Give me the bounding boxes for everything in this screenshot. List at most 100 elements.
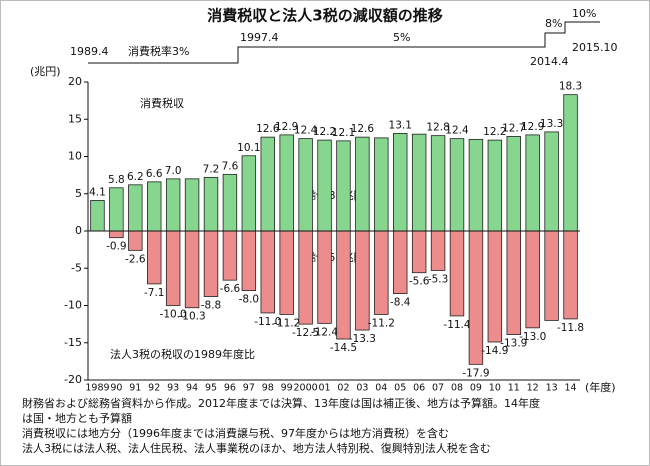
data-label: 12.2 — [313, 126, 336, 138]
timeline-label: 2015.10 — [572, 41, 618, 54]
bar — [298, 138, 313, 232]
data-label: 7.0 — [165, 165, 182, 177]
y-tick-label: -10 — [64, 299, 82, 312]
y-tick-label: -15 — [64, 336, 82, 349]
bar — [336, 140, 351, 232]
x-tick-label: 12 — [527, 383, 539, 394]
y-tick-label: 10 — [68, 150, 82, 163]
bar — [544, 230, 559, 321]
timeline-label: 1989.4 — [70, 45, 109, 58]
data-label: 12.4 — [294, 125, 318, 137]
x-tick-label: 10 — [489, 383, 501, 394]
bar — [317, 230, 332, 324]
bar — [563, 94, 578, 232]
y-tick-label: 15 — [68, 112, 82, 125]
data-label: -8.8 — [201, 300, 222, 312]
data-label: 12.7 — [502, 122, 525, 134]
bar — [128, 184, 143, 232]
bar — [355, 136, 370, 232]
data-label: -11.8 — [557, 322, 584, 334]
x-tick-label: 95 — [205, 383, 217, 394]
bar — [393, 230, 408, 294]
data-label: 12.9 — [521, 121, 544, 133]
bar — [165, 230, 181, 306]
bar — [374, 230, 389, 315]
bar — [109, 187, 124, 232]
bar — [241, 155, 257, 232]
data-label: -13.0 — [519, 331, 546, 343]
timeline-label: 5% — [393, 31, 410, 44]
data-label: -12.4 — [311, 326, 338, 338]
bar — [203, 230, 219, 297]
bar — [260, 230, 275, 314]
bar — [109, 230, 124, 239]
x-tick-label: 97 — [243, 383, 255, 394]
x-tick-label: 2000 — [294, 383, 318, 394]
x-tick-label: 07 — [432, 383, 444, 394]
timeline-label: 2014.4 — [530, 55, 569, 68]
bar — [147, 230, 162, 285]
data-label: 6.6 — [146, 168, 163, 180]
data-label: 10.1 — [237, 142, 260, 154]
note: 財務省および総務省資料から作成。2012年度までは決算、13年度は国は補正後、地… — [22, 396, 540, 410]
data-label: 7.2 — [203, 163, 220, 175]
y-tick-label: -20 — [64, 373, 82, 386]
data-label: 12.8 — [426, 122, 449, 134]
timeline-label: 8% — [545, 17, 562, 30]
timeline-label: 消費税率3% — [128, 44, 189, 58]
x-tick-label: 93 — [167, 383, 179, 394]
data-label: 12.1 — [332, 127, 355, 139]
bar — [184, 178, 200, 232]
bar — [222, 173, 238, 232]
x-tick-label: 04 — [375, 383, 387, 394]
bar — [449, 138, 465, 232]
bar — [336, 230, 351, 340]
x-unit: (年度) — [585, 380, 616, 394]
tax-rate-timeline — [88, 21, 600, 64]
bar — [544, 131, 559, 232]
bar — [128, 230, 143, 251]
bar — [393, 133, 408, 232]
bar — [411, 133, 427, 232]
y-tick-label: 5 — [75, 187, 82, 200]
x-tick-label: 99 — [281, 383, 293, 394]
data-label: -14.9 — [481, 345, 508, 357]
bar — [184, 230, 200, 309]
data-label: 12.2 — [483, 126, 506, 138]
bar — [374, 137, 389, 232]
bar — [411, 230, 427, 274]
x-tick-label: 14 — [564, 383, 576, 394]
data-label: 12.6 — [351, 123, 375, 135]
x-tick-label: 13 — [546, 383, 558, 394]
data-label: -5.3 — [428, 273, 449, 285]
bar — [298, 230, 313, 325]
bar — [90, 200, 105, 232]
data-label: -11.4 — [443, 319, 470, 331]
x-tick-label: 92 — [148, 383, 160, 394]
data-label: 13.3 — [540, 118, 563, 130]
x-tick-label: 11 — [508, 383, 520, 394]
data-label: 12.9 — [275, 121, 298, 133]
bar — [449, 230, 465, 317]
x-tick-label: 09 — [470, 383, 482, 394]
data-label: -13.9 — [500, 338, 527, 350]
bar — [430, 230, 446, 271]
y-tick-label: 20 — [68, 75, 82, 88]
data-label: 4.1 — [89, 186, 106, 198]
y-tick-label: 0 — [75, 224, 82, 237]
bar — [317, 139, 332, 232]
x-tick-label: 02 — [337, 383, 349, 394]
data-label: 13.1 — [389, 119, 412, 131]
x-tick-label: 90 — [110, 383, 122, 394]
note: は国・地方とも予算額 — [22, 411, 132, 425]
bar — [222, 230, 238, 281]
data-label: -12.5 — [292, 327, 319, 339]
y-tick-label: -5 — [71, 261, 82, 274]
data-label: -8.0 — [239, 294, 260, 306]
data-label: 7.6 — [222, 160, 239, 172]
x-tick-label: 96 — [224, 383, 236, 394]
bar — [563, 230, 578, 320]
data-label: -6.6 — [220, 283, 241, 295]
bar — [203, 176, 219, 232]
data-label: -14.5 — [330, 342, 357, 354]
